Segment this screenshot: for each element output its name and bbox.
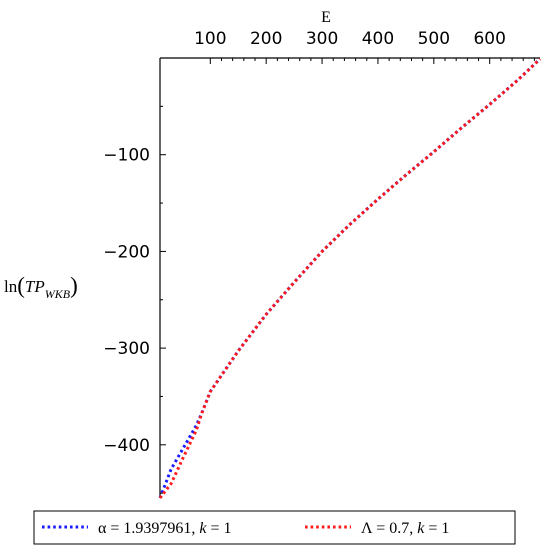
y-axis-label: ln(TPWKB) — [4, 273, 78, 301]
x-tick-label: 500 — [418, 29, 450, 49]
x-tick-label: 400 — [362, 29, 394, 49]
y-label-main: TP — [25, 277, 45, 296]
series-layer — [158, 57, 542, 499]
y-tick-label: −100 — [103, 146, 150, 166]
legend-box — [33, 510, 516, 545]
y-label-subscript: WKB — [45, 287, 71, 301]
x-axis-label: E — [321, 9, 331, 26]
axes — [159, 57, 540, 498]
legend-label-lambda: Λ = 0.7, k = 1 — [361, 520, 449, 537]
x-tick-label: 200 — [250, 29, 282, 49]
x-tick-label: 100 — [194, 29, 226, 49]
legend-label-alpha: α = 1.9397961, k = 1 — [98, 520, 232, 537]
x-tick-label: 600 — [473, 29, 505, 49]
series-lambda-line — [158, 57, 542, 499]
y-tick-label: −400 — [103, 436, 150, 456]
y-ticks: −100 −200 −300 −400 — [103, 105, 166, 494]
y-tick-label: −300 — [103, 339, 150, 359]
legend: α = 1.9397961, k = 1 Λ = 0.7, k = 1 — [33, 510, 516, 545]
series-alpha-line — [158, 57, 542, 499]
y-label-prefix: ln — [4, 277, 18, 296]
y-tick-label: −200 — [103, 242, 150, 262]
x-tick-label: 300 — [306, 29, 338, 49]
x-ticks: 100 200 300 400 500 600 — [194, 29, 535, 64]
